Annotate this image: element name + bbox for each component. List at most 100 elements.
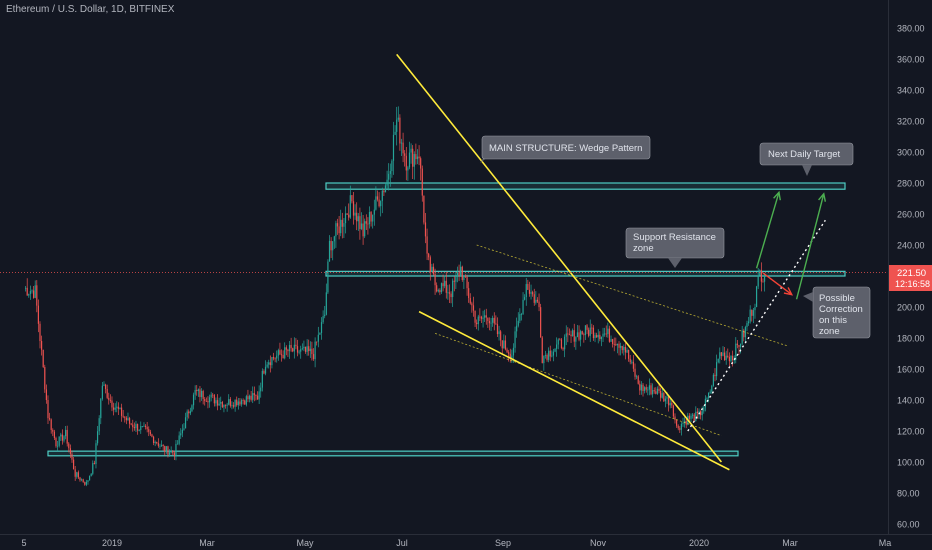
candle-body [168,452,171,455]
candle-body [736,343,738,346]
candle-body [456,272,459,275]
candle-body [140,426,142,431]
candle-body [357,216,359,222]
candle-body [400,142,403,144]
candle-body [640,384,643,391]
candle-body [636,376,638,378]
candle-body [762,281,764,283]
candle-body [383,190,385,193]
candle-body [634,368,636,377]
trendline-channel-lower[interactable] [434,332,722,437]
callout-next-target[interactable]: Next Daily Target [759,142,854,176]
candle-body [656,388,659,394]
last-price-countdown: 12:16:58 [895,279,930,289]
candle-body [669,402,671,406]
candle-body [376,196,379,200]
callout-main-structure-text: MAIN STRUCTURE: Wedge Pattern [489,143,642,154]
candle-body [763,273,766,282]
candle-body [386,179,388,186]
candle-body [757,275,759,287]
candle-body [210,394,212,398]
candle-body [192,394,195,406]
trendline-wedge-upper[interactable] [396,53,723,463]
price-tick-label: 300.00 [897,148,925,158]
arrow-red[interactable] [762,272,793,296]
callout-main-structure[interactable]: MAIN STRUCTURE: Wedge Pattern [480,135,651,163]
price-axis[interactable]: 380.00 360.00 340.00 320.00 300.00 280.00 260.… [888,0,932,534]
candle-body [592,327,595,339]
candle-body [183,428,185,430]
candle-body [228,399,230,405]
candle-body [715,362,718,377]
callout-possible-correction[interactable]: Possible Correction on this zone [803,286,871,339]
candle-body [472,305,475,311]
candle-body [301,348,303,350]
price-tick-label: 160.00 [897,365,925,375]
price-tick-label: 380.00 [897,24,925,34]
candle-body [744,327,746,338]
candle-body [207,401,209,403]
candle-body [559,339,561,341]
candle-body [77,472,79,478]
candle-body [24,287,27,289]
candle-body [336,223,339,227]
candle-body [71,453,73,460]
candle-body [658,388,660,392]
candle-body [114,407,116,410]
candle-body [511,355,513,358]
candle-body [754,306,756,311]
candle-body [274,358,276,360]
candle-body [29,291,31,294]
candle-body [125,417,127,421]
candle-body [514,331,516,348]
candle-body [674,416,676,421]
zones-layer [47,182,846,457]
candle-body [755,286,758,307]
callout-support-resistance[interactable]: Support Resistance zone [625,227,725,268]
candle-body [64,429,67,437]
candle-body [218,403,220,406]
candle-body [575,337,577,342]
candle-body [693,414,695,421]
candle-body [117,406,119,409]
candle-body [628,349,630,359]
candle-body [276,355,278,359]
candle-body [701,411,703,416]
candle-body [213,395,215,404]
candle-body [34,285,36,298]
candle-body [381,190,383,202]
candle-body [220,402,222,404]
candle-body [26,287,28,296]
candle-body [223,404,225,408]
horizontal-zone[interactable] [325,182,846,190]
candle-body [215,400,217,404]
arrow-head-green [773,190,781,201]
candle-body [112,407,115,410]
candle-body [692,414,694,416]
candle-body [311,348,313,355]
candle-body [536,299,539,302]
trendline-wedge-lower[interactable] [418,310,730,471]
candle-body [242,400,244,401]
callout-main-structure-box [481,135,651,160]
trendline-dotted-support[interactable] [687,219,826,432]
horizontal-zone[interactable] [325,270,846,277]
time-axis[interactable]: 5 2019 Mar May Jul Sep Nov 2020 Mar Ma [0,534,932,549]
candle-body [730,355,732,362]
candle-body [749,309,751,322]
candle-body [141,426,143,427]
candle-body [48,418,51,420]
horizontal-zone[interactable] [47,450,739,457]
arrow-green[interactable] [795,193,825,300]
candle-body [231,405,233,407]
candle-body [504,340,507,350]
candle-body [263,370,265,374]
candle-body [696,411,699,413]
candle-body [197,389,199,392]
candle-body [720,352,722,356]
candle-body [647,389,649,391]
arrow-green[interactable] [755,192,780,269]
candle-body [568,334,571,336]
